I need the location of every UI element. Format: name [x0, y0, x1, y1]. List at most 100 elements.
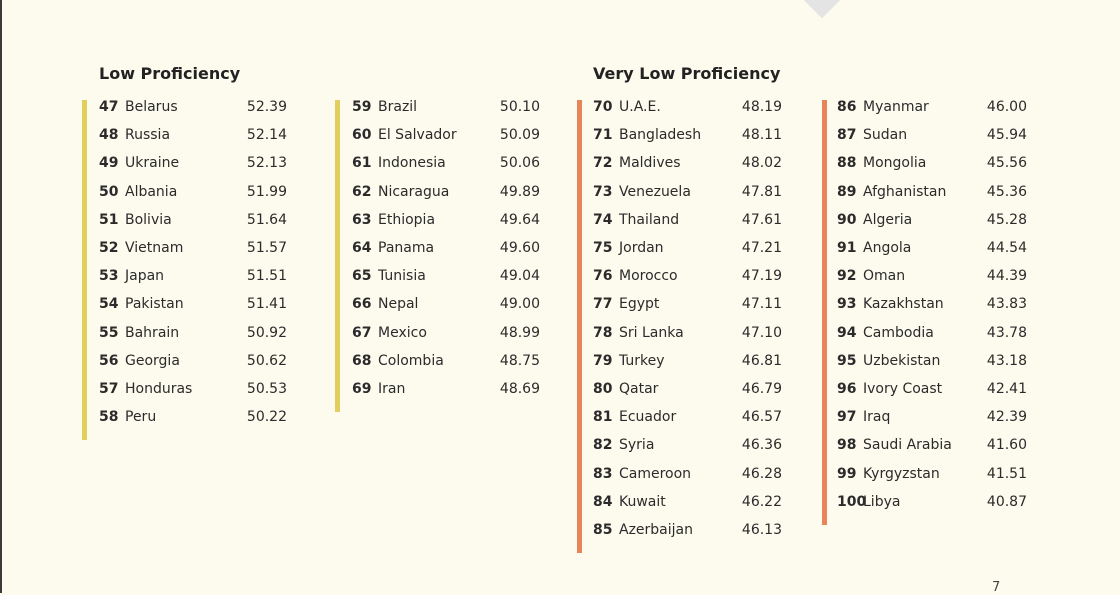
- country: Sri Lanka: [619, 324, 684, 341]
- country: Thailand: [619, 211, 680, 228]
- rank: 89: [837, 183, 857, 200]
- score: 50.53: [246, 381, 287, 397]
- ranking-row: 79 Turkey 46.81: [593, 351, 782, 371]
- country: Egypt: [619, 296, 660, 313]
- score: 50.92: [246, 324, 287, 341]
- rank: 63: [352, 211, 372, 228]
- country: Ecuador: [619, 409, 677, 426]
- rank: 86: [837, 99, 857, 115]
- rank: 61: [352, 155, 372, 172]
- section-title: Low Proficiency: [99, 64, 241, 83]
- rank: 65: [352, 268, 372, 285]
- rank: 71: [593, 127, 613, 144]
- color-bar: [577, 100, 582, 554]
- country: Kuwait: [619, 493, 666, 510]
- country: Sudan: [863, 127, 908, 144]
- country: Libya: [863, 493, 901, 510]
- country: Mongolia: [863, 155, 927, 172]
- country: Mexico: [378, 324, 427, 341]
- score: 50.22: [246, 409, 287, 426]
- rank: 70: [593, 99, 613, 115]
- rank: 57: [99, 381, 119, 397]
- ranking-row: 66 Nepal 49.00: [352, 294, 540, 314]
- ranking-row: 48 Russia 52.14: [99, 125, 287, 145]
- ranking-row: 67 Mexico 48.99: [352, 323, 540, 343]
- country: Bahrain: [125, 324, 180, 341]
- score: 48.02: [741, 155, 782, 172]
- country: Jordan: [619, 240, 664, 256]
- ranking-row: 97 Iraq 42.39: [837, 407, 1027, 427]
- rank: 81: [593, 409, 613, 426]
- ranking-row: 72 Maldives 48.02: [593, 153, 782, 173]
- rank: 93: [837, 296, 857, 313]
- ranking-row: 74 Thailand 47.61: [593, 210, 782, 230]
- country: Saudi Arabia: [863, 437, 952, 454]
- color-bar: [335, 100, 340, 413]
- country: Indonesia: [378, 155, 446, 172]
- score: 48.11: [741, 127, 782, 144]
- score: 47.21: [741, 240, 782, 256]
- score: 52.14: [246, 127, 287, 144]
- country: Peru: [125, 409, 157, 426]
- score: 40.87: [986, 493, 1027, 510]
- rank: 73: [593, 183, 613, 200]
- country: Nicaragua: [378, 183, 450, 200]
- ranking-row: 90 Algeria 45.28: [837, 210, 1027, 230]
- rank: 51: [99, 211, 119, 228]
- rank: 50: [99, 183, 119, 200]
- country: Algeria: [863, 211, 913, 228]
- rank: 56: [99, 352, 119, 369]
- rank: 69: [352, 381, 372, 397]
- score: 43.83: [986, 296, 1027, 313]
- country: Uzbekistan: [863, 352, 941, 369]
- country: El Salvador: [378, 127, 457, 144]
- rank: 47: [99, 99, 119, 115]
- country: Kazakhstan: [863, 296, 944, 313]
- score: 51.51: [246, 268, 287, 285]
- ranking-row: 86 Myanmar 46.00: [837, 97, 1027, 117]
- rank: 88: [837, 155, 857, 172]
- country: Turkey: [619, 352, 665, 369]
- score: 46.57: [741, 409, 782, 426]
- ranking-row: 61 Indonesia 50.06: [352, 153, 540, 173]
- score: 50.06: [499, 155, 540, 172]
- ranking-row: 80 Qatar 46.79: [593, 379, 782, 399]
- country: Japan: [125, 268, 165, 285]
- score: 51.41: [246, 296, 287, 313]
- score: 45.28: [986, 211, 1027, 228]
- ranking-row: 69 Iran 48.69: [352, 379, 540, 399]
- ranking-row: 53 Japan 51.51: [99, 266, 287, 286]
- score: 50.09: [499, 127, 540, 144]
- country: Ukraine: [125, 155, 180, 172]
- ranking-row: 83 Cameroon 46.28: [593, 464, 782, 484]
- rank: 100: [837, 493, 867, 510]
- rank: 49: [99, 155, 119, 172]
- ranking-row: 76 Morocco 47.19: [593, 266, 782, 286]
- ranking-row: 54 Pakistan 51.41: [99, 294, 287, 314]
- score: 49.64: [499, 211, 540, 228]
- ranking-row: 60 El Salvador 50.09: [352, 125, 540, 145]
- country: Iran: [378, 381, 406, 397]
- country: Panama: [378, 240, 435, 256]
- score: 46.22: [741, 493, 782, 510]
- score: 49.04: [499, 268, 540, 285]
- ranking-row: 94 Cambodia 43.78: [837, 323, 1027, 343]
- ranking-row: 75 Jordan 47.21: [593, 238, 782, 258]
- ranking-row: 100 Libya 40.87: [837, 492, 1027, 512]
- rank: 58: [99, 409, 119, 426]
- ranking-row: 77 Egypt 47.11: [593, 294, 782, 314]
- rank: 85: [593, 522, 613, 538]
- ranking-row: 58 Peru 50.22: [99, 407, 287, 427]
- rank: 48: [99, 127, 119, 144]
- ranking-row: 65 Tunisia 49.04: [352, 266, 540, 286]
- score: 41.60: [986, 437, 1027, 454]
- country: Angola: [863, 240, 912, 256]
- country: Qatar: [619, 381, 659, 397]
- country: Iraq: [863, 409, 891, 426]
- country: Azerbaijan: [619, 522, 693, 538]
- rank: 68: [352, 352, 372, 369]
- country: U.A.E.: [619, 99, 661, 115]
- rank: 72: [593, 155, 613, 172]
- score: 46.79: [741, 381, 782, 397]
- score: 48.75: [499, 352, 540, 369]
